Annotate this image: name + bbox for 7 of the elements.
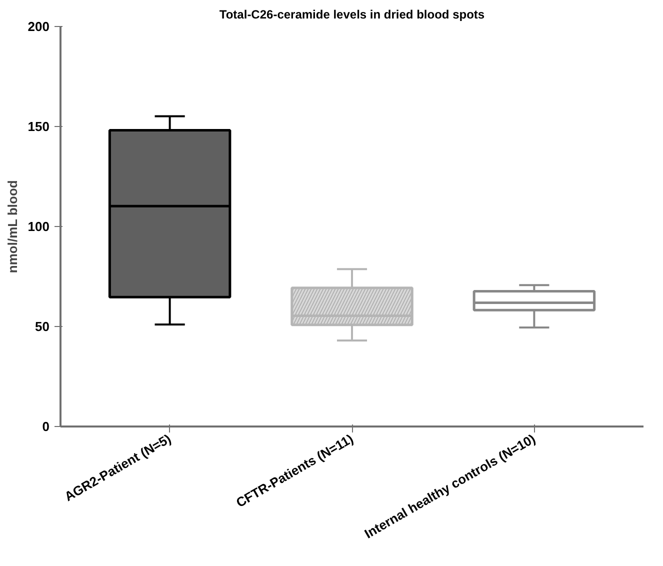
chart-title: Total-C26-ceramide levels in dried blood spots <box>219 8 485 22</box>
y-tick-label: 100 <box>28 219 50 234</box>
y-axis-title: nmol/mL blood <box>4 180 20 274</box>
y-tick-label: 150 <box>28 119 50 134</box>
y-tick-label: 50 <box>35 319 50 334</box>
y-tick-label: 0 <box>42 419 50 434</box>
y-tick-label: 200 <box>28 19 50 34</box>
